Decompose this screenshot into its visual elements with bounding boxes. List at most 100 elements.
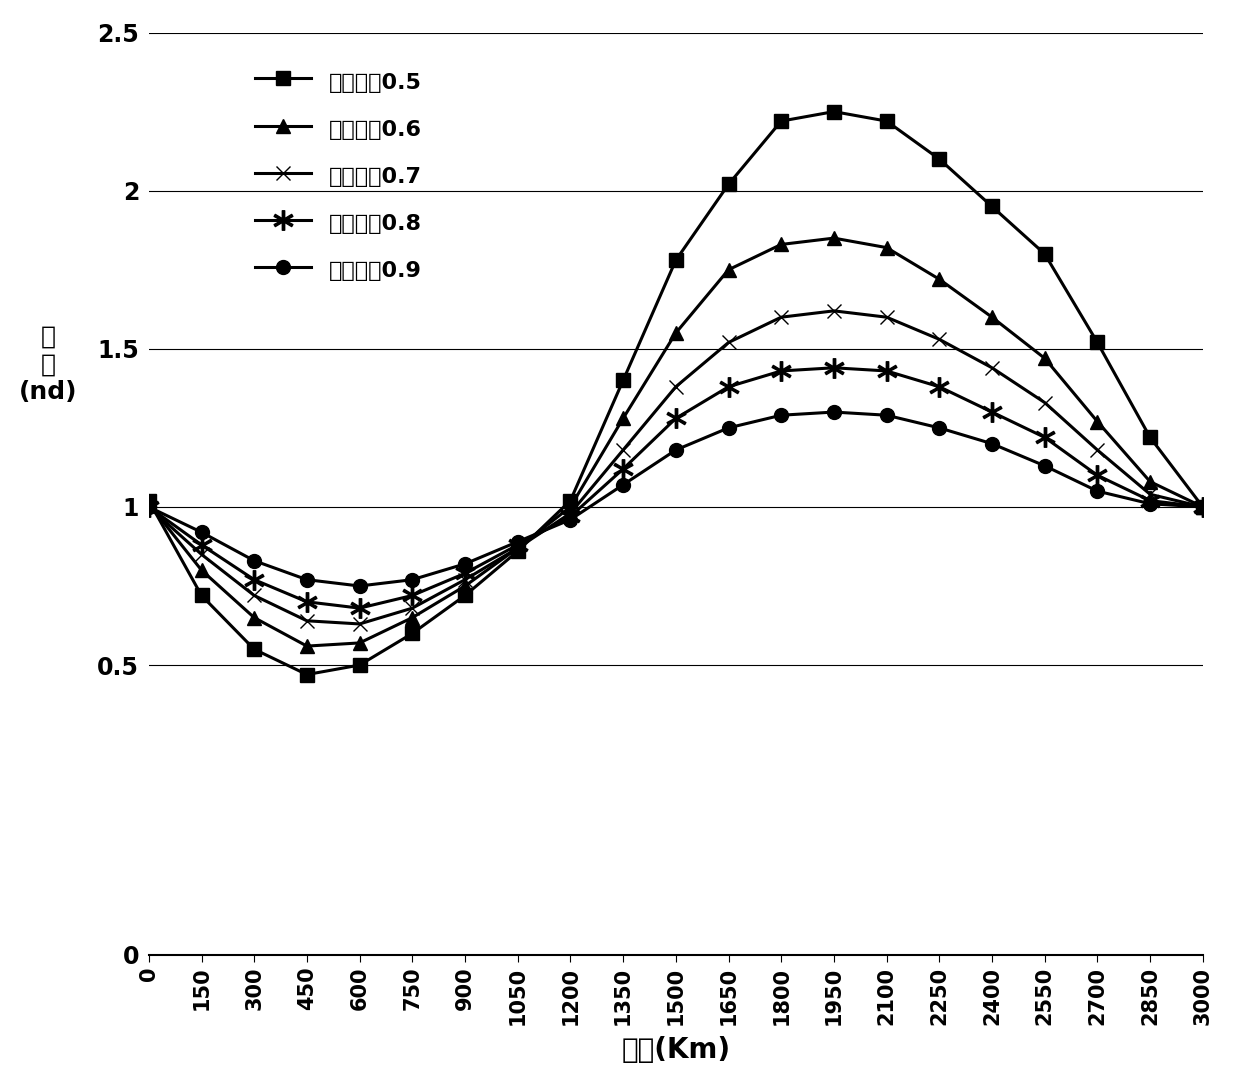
功率因攇0.8: [985, 406, 999, 419]
功率因攇0.8: [616, 462, 631, 475]
功率因攇0.9: [879, 409, 894, 422]
功率因攇0.6: [563, 500, 578, 513]
功率因攇0.8: [1142, 494, 1157, 507]
功率因攇0.6: [299, 639, 314, 652]
功率因攇0.7: [458, 573, 472, 586]
功率因攇0.9: [1195, 500, 1210, 513]
功率因攇0.5: [722, 178, 737, 191]
功率因攇0.6: [458, 579, 472, 592]
功率因攇0.7: [774, 310, 789, 323]
功率因攇0.5: [985, 200, 999, 213]
功率因攇0.6: [193, 564, 208, 577]
功率因攇0.8: [932, 380, 947, 393]
功率因攇0.5: [1037, 247, 1052, 260]
功率因攇0.8: [247, 573, 262, 586]
功率因攇0.7: [826, 305, 841, 318]
功率因攇0.5: [458, 589, 472, 602]
功率因攇0.9: [985, 437, 999, 450]
功率因攇0.7: [404, 601, 419, 614]
功率因攇0.5: [193, 589, 208, 602]
功率因攇0.7: [668, 380, 683, 393]
功率因攇0.6: [404, 611, 419, 624]
功率因攇0.9: [458, 558, 472, 571]
功率因攇0.6: [1037, 352, 1052, 365]
功率因攇0.7: [1090, 444, 1105, 457]
功率因攇0.5: [616, 374, 631, 387]
功率因攇0.9: [247, 554, 262, 567]
功率因攇0.8: [879, 365, 894, 378]
功率因攇0.9: [141, 500, 156, 513]
Line: 功率因攇0.9: 功率因攇0.9: [141, 405, 1210, 592]
功率因攇0.7: [352, 617, 367, 630]
功率因攇0.6: [616, 412, 631, 425]
功率因攇0.8: [563, 510, 578, 523]
功率因攇0.7: [722, 336, 737, 349]
功率因攇0.5: [879, 115, 894, 128]
功率因攇0.6: [879, 241, 894, 254]
功率因攇0.7: [193, 548, 208, 561]
功率因攇0.6: [1090, 416, 1105, 429]
功率因攇0.7: [932, 333, 947, 346]
功率因攇0.7: [1037, 396, 1052, 409]
功率因攇0.6: [985, 310, 999, 323]
功率因攇0.5: [1195, 500, 1210, 513]
功率因攇0.6: [247, 611, 262, 624]
功率因攇0.7: [985, 361, 999, 374]
功率因攇0.6: [722, 264, 737, 277]
功率因攇0.6: [774, 238, 789, 251]
功率因攇0.8: [193, 538, 208, 551]
功率因攇0.9: [352, 579, 367, 592]
功率因攇0.6: [1195, 500, 1210, 513]
Line: 功率因攇0.7: 功率因攇0.7: [141, 304, 1210, 630]
功率因攇0.7: [1142, 488, 1157, 501]
功率因攇0.8: [1090, 469, 1105, 482]
功率因攇0.9: [932, 421, 947, 434]
功率因攇0.5: [1142, 431, 1157, 444]
功率因攇0.8: [404, 589, 419, 602]
功率因攇0.8: [141, 500, 156, 513]
功率因攇0.5: [247, 642, 262, 655]
功率因攇0.9: [722, 421, 737, 434]
功率因攇0.5: [826, 105, 841, 118]
功率因攇0.7: [247, 589, 262, 602]
功率因攇0.5: [352, 659, 367, 672]
功率因攇0.8: [774, 365, 789, 378]
功率因攇0.9: [404, 573, 419, 586]
功率因攇0.6: [510, 541, 525, 554]
Line: 功率因攇0.6: 功率因攇0.6: [141, 231, 1210, 653]
功率因攇0.9: [563, 513, 578, 526]
功率因攇0.9: [1037, 459, 1052, 472]
Y-axis label: 电
压
(nd): 电 压 (nd): [20, 324, 78, 405]
功率因攇0.5: [404, 627, 419, 640]
功率因攇0.6: [668, 327, 683, 340]
功率因攇0.6: [932, 272, 947, 285]
功率因攇0.9: [1090, 485, 1105, 498]
功率因攇0.8: [510, 538, 525, 551]
功率因攇0.8: [352, 601, 367, 614]
功率因攇0.7: [1195, 500, 1210, 513]
功率因攇0.6: [352, 637, 367, 650]
功率因攇0.5: [141, 494, 156, 507]
功率因攇0.8: [722, 380, 737, 393]
功率因攇0.6: [141, 497, 156, 510]
功率因攇0.5: [932, 153, 947, 166]
功率因攇0.9: [774, 409, 789, 422]
功率因攇0.9: [510, 535, 525, 548]
Legend: 功率因攇0.5, 功率因攇0.6, 功率因攇0.7, 功率因攇0.8, 功率因攇0.9: 功率因攇0.5, 功率因攇0.6, 功率因攇0.7, 功率因攇0.8, 功率因攇…: [244, 56, 433, 295]
功率因攇0.5: [510, 545, 525, 558]
功率因攇0.8: [668, 412, 683, 425]
X-axis label: 距离(Km): 距离(Km): [621, 1036, 730, 1064]
功率因攇0.7: [299, 614, 314, 627]
功率因攇0.8: [1037, 431, 1052, 444]
功率因攇0.8: [826, 361, 841, 374]
Line: 功率因攇0.8: 功率因攇0.8: [139, 358, 1213, 617]
功率因攇0.9: [1142, 497, 1157, 510]
功率因攇0.5: [774, 115, 789, 128]
功率因攇0.5: [563, 494, 578, 507]
功率因攇0.9: [616, 478, 631, 492]
功率因攇0.8: [458, 566, 472, 579]
功率因攇0.7: [879, 310, 894, 323]
功率因攇0.7: [510, 541, 525, 554]
功率因攇0.6: [826, 231, 841, 244]
功率因攇0.9: [299, 573, 314, 586]
